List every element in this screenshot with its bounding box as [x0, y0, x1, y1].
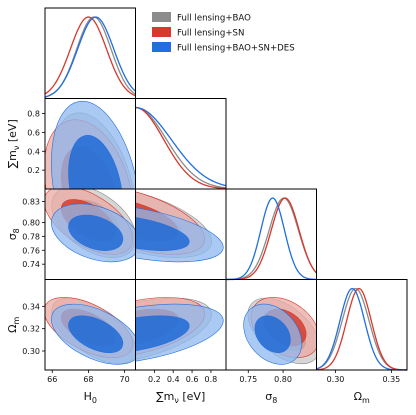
y-tick-label: 0.32 [22, 325, 40, 334]
x-tick-label: 0.6 [186, 375, 199, 384]
x-axis-label-H0: H0 [84, 390, 97, 405]
legend-swatch [152, 27, 171, 37]
marginal-curve-1 [135, 106, 227, 190]
x-axis-label-sum_mnu: ∑mν [eV] [156, 390, 205, 405]
x-axis-label-Omega_m: Ωm [354, 390, 370, 405]
x-tick-label: 0.75 [239, 375, 257, 384]
x-tick-label: 0.80 [274, 375, 292, 384]
marginal-curve-1 [226, 197, 317, 281]
marginal-curve-0 [316, 287, 408, 371]
marginal-curve-2 [225, 197, 317, 281]
y-tick-label: 0.2 [27, 166, 40, 175]
x-tick-label: 0.35 [382, 375, 400, 384]
marginal-curve-2 [135, 106, 227, 187]
legend: Full lensing+BAO Full lensing+SN Full lens… [152, 12, 295, 54]
y-tick-label: 0.30 [22, 347, 40, 356]
contour-inner-2 [254, 315, 291, 353]
y-tick-label: 0.83 [22, 198, 40, 207]
y-tick-label: 0.78 [22, 232, 40, 241]
marginal-curve-0 [225, 197, 317, 281]
panel-sigma8-vs-H0 [45, 189, 136, 263]
legend-label: Full lensing+BAO+SN+DES [177, 44, 295, 54]
panel-Omega_m-vs-H0 [45, 297, 136, 365]
marginal-curve-1 [316, 287, 408, 371]
x-tick-label: 0.4 [167, 375, 180, 384]
marginal-Omega_m [316, 287, 408, 371]
legend-label: Full lensing+SN [177, 29, 244, 39]
x-tick-label: 70 [120, 375, 130, 384]
legend-label: Full lensing+BAO [177, 14, 251, 24]
y-tick-label: 0.8 [27, 110, 40, 119]
marginal-sum_mnu [135, 106, 227, 190]
marginal-curve-1 [44, 16, 136, 97]
y-tick-label: 0.4 [27, 147, 40, 156]
contour-inner-2 [135, 315, 190, 353]
legend-swatch [152, 12, 171, 22]
marginal-curve-0 [135, 106, 227, 189]
x-tick-label: 66 [47, 375, 57, 384]
y-axis-label-Omega_m: Ωm [6, 316, 21, 332]
y-tick-label: 0.74 [22, 260, 40, 269]
y-tick-label: 0.76 [22, 246, 40, 255]
x-tick-label: 0.30 [327, 375, 345, 384]
x-tick-label: 0.2 [148, 375, 161, 384]
x-axis-label-sigma8: σ8 [265, 390, 277, 405]
contour-inner-2 [68, 214, 124, 251]
contour-inner-2 [68, 315, 124, 353]
contour-outer-2 [51, 100, 136, 189]
legend-swatch [152, 42, 171, 52]
marginal-curve-2 [44, 16, 136, 98]
x-tick-label: 0.8 [205, 375, 218, 384]
marginal-H0 [44, 16, 136, 98]
marginal-sigma8 [225, 197, 317, 281]
marginal-curve-0 [44, 16, 136, 98]
y-tick-label: 0.80 [22, 218, 40, 227]
y-axis-label-sigma8: σ8 [6, 228, 21, 240]
y-tick-label: 0.34 [22, 302, 40, 311]
x-tick-label: 68 [83, 375, 93, 384]
y-axis-label-sum_mnu: ∑mν [eV] [6, 119, 21, 168]
y-tick-label: 0.6 [27, 128, 40, 137]
panel-Omega_m-vs-sigma8 [243, 297, 317, 365]
